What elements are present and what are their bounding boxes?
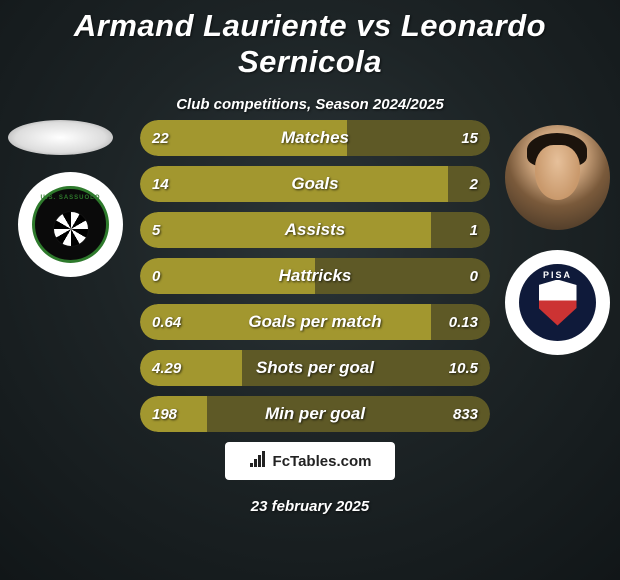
subtitle: Club competitions, Season 2024/2025 bbox=[0, 96, 620, 113]
stat-value-right: 0 bbox=[470, 258, 478, 294]
sassuolo-crest-icon: U.S. SASSUOLO bbox=[32, 186, 109, 263]
stat-value-left: 14 bbox=[152, 166, 169, 202]
stat-value-right: 2 bbox=[470, 166, 478, 202]
player-right-avatar bbox=[505, 125, 610, 230]
fctables-logo-icon bbox=[249, 450, 267, 472]
stat-label: Min per goal bbox=[140, 396, 490, 432]
stat-value-left: 22 bbox=[152, 120, 169, 156]
soccer-ball-icon bbox=[53, 211, 89, 247]
page-title: Armand Lauriente vs Leonardo Sernicola bbox=[0, 0, 620, 80]
stat-value-right: 1 bbox=[470, 212, 478, 248]
player-left-avatar bbox=[8, 120, 113, 155]
stat-label: Goals bbox=[140, 166, 490, 202]
stat-label: Shots per goal bbox=[140, 350, 490, 386]
stat-value-right: 15 bbox=[461, 120, 478, 156]
comparison-card: Armand Lauriente vs Leonardo Sernicola C… bbox=[0, 0, 620, 580]
stat-row: Matches22 15 bbox=[140, 120, 490, 156]
stat-value-left: 0 bbox=[152, 258, 160, 294]
stat-row: Shots per goal4.29 10.5 bbox=[140, 350, 490, 386]
stat-value-left: 0.64 bbox=[152, 304, 181, 340]
stat-label: Matches bbox=[140, 120, 490, 156]
stat-bars-container: Matches22 15 Goals14 2 Assists5 1 Hattricks0 0 G… bbox=[140, 120, 490, 442]
stat-value-right: 0.13 bbox=[449, 304, 478, 340]
stat-value-right: 833 bbox=[453, 396, 478, 432]
stat-row: Min per goal198 833 bbox=[140, 396, 490, 432]
date-label: 23 february 2025 bbox=[0, 498, 620, 515]
stat-row: Assists5 1 bbox=[140, 212, 490, 248]
stat-label: Assists bbox=[140, 212, 490, 248]
stat-row: Hattricks0 0 bbox=[140, 258, 490, 294]
stat-value-left: 198 bbox=[152, 396, 177, 432]
club-crest-right: PISA bbox=[505, 250, 610, 355]
stat-value-left: 5 bbox=[152, 212, 160, 248]
pisa-crest-icon: PISA bbox=[519, 264, 596, 341]
stat-value-left: 4.29 bbox=[152, 350, 181, 386]
stat-row: Goals14 2 bbox=[140, 166, 490, 202]
club-crest-left: U.S. SASSUOLO bbox=[18, 172, 123, 277]
stat-value-right: 10.5 bbox=[449, 350, 478, 386]
stat-label: Goals per match bbox=[140, 304, 490, 340]
stat-row: Goals per match0.64 0.13 bbox=[140, 304, 490, 340]
brand-text: FcTables.com bbox=[273, 453, 372, 470]
stat-label: Hattricks bbox=[140, 258, 490, 294]
brand-badge[interactable]: FcTables.com bbox=[225, 442, 395, 480]
shield-icon bbox=[539, 280, 577, 326]
